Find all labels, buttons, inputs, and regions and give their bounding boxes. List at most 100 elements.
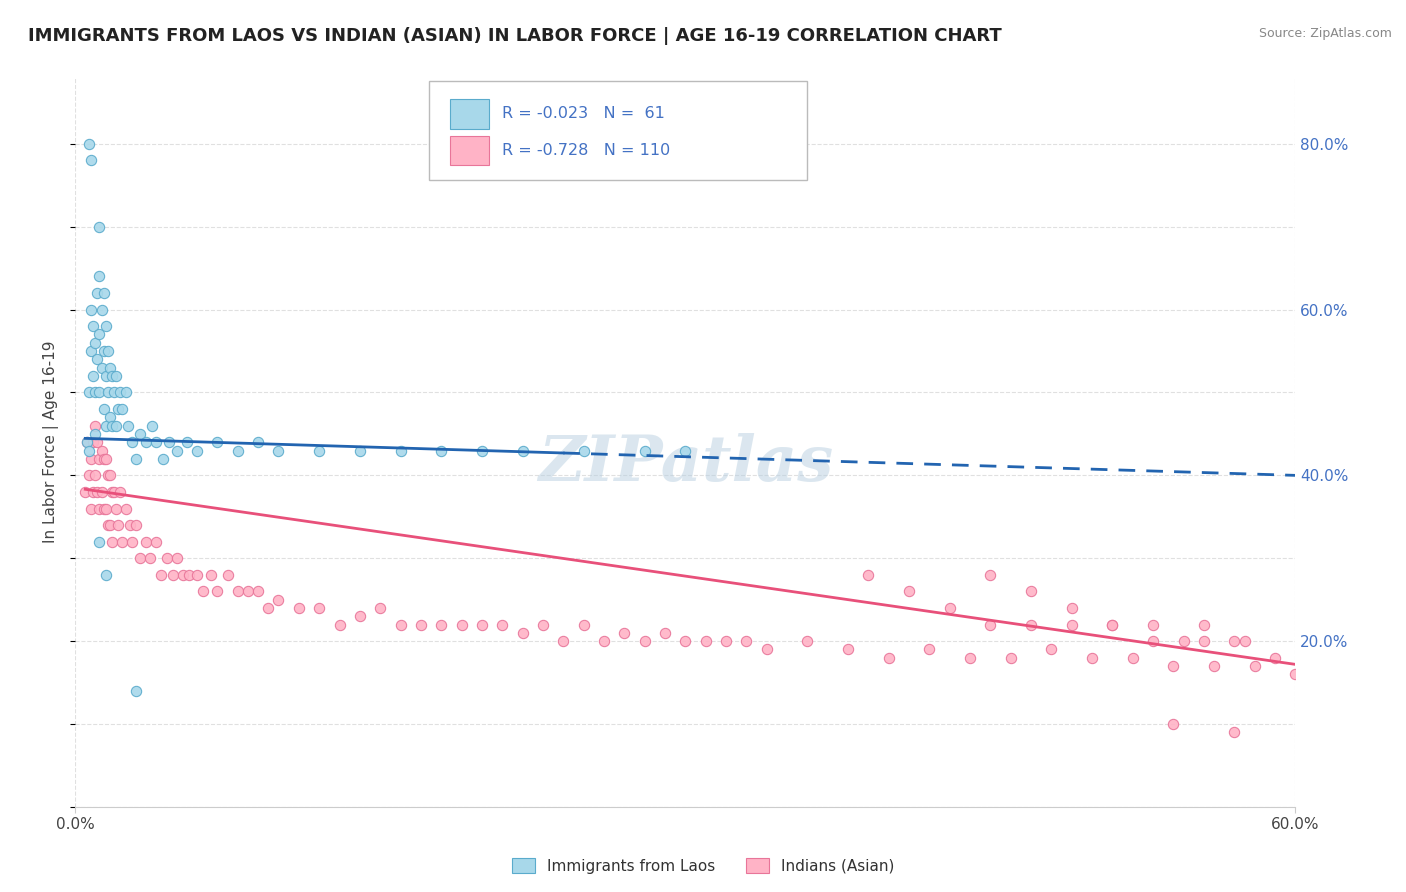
Point: [186, 443, 208, 458]
Point: [1081, 650, 1104, 665]
Point: [349, 609, 371, 624]
Point: [94, 319, 117, 334]
Point: [121, 435, 143, 450]
Point: [86, 485, 108, 500]
Point: [82, 435, 104, 450]
Point: [796, 634, 818, 648]
Point: [80, 153, 103, 168]
Point: [471, 617, 494, 632]
Point: [118, 518, 141, 533]
Point: [166, 443, 188, 458]
FancyBboxPatch shape: [429, 81, 807, 179]
Point: [93, 451, 115, 466]
Point: [89, 219, 111, 234]
Point: [100, 485, 122, 500]
Point: [93, 344, 115, 359]
Point: [94, 451, 117, 466]
Point: [98, 518, 121, 533]
Point: [553, 634, 575, 648]
Point: [107, 518, 129, 533]
Point: [247, 584, 270, 599]
Point: [86, 435, 108, 450]
Text: R = -0.023   N =  61: R = -0.023 N = 61: [502, 106, 665, 121]
Point: [115, 501, 138, 516]
Point: [1000, 650, 1022, 665]
Point: [1142, 634, 1164, 648]
Point: [1192, 634, 1215, 648]
Point: [1223, 725, 1246, 739]
Point: [89, 451, 111, 466]
Point: [1173, 634, 1195, 648]
Point: [107, 402, 129, 417]
Point: [121, 534, 143, 549]
Point: [89, 501, 111, 516]
Point: [673, 443, 696, 458]
Point: [430, 443, 453, 458]
Point: [94, 368, 117, 383]
Point: [1101, 617, 1123, 632]
Point: [97, 518, 120, 533]
Point: [111, 402, 134, 417]
Point: [247, 435, 270, 450]
Point: [94, 501, 117, 516]
Point: [308, 601, 330, 615]
Point: [368, 601, 391, 615]
Point: [90, 302, 112, 317]
Point: [82, 368, 104, 383]
Point: [200, 567, 222, 582]
Point: [145, 435, 167, 450]
Point: [162, 567, 184, 582]
Point: [938, 601, 960, 615]
Point: [1019, 584, 1042, 599]
Point: [837, 642, 859, 657]
Point: [98, 410, 121, 425]
Point: [149, 567, 172, 582]
Point: [125, 518, 148, 533]
Point: [89, 269, 111, 284]
Point: [186, 567, 208, 582]
Point: [90, 485, 112, 500]
Point: [97, 468, 120, 483]
Point: [858, 567, 880, 582]
Text: R = -0.728   N = 110: R = -0.728 N = 110: [502, 143, 671, 158]
Point: [75, 485, 97, 500]
Point: [129, 426, 152, 441]
Point: [593, 634, 616, 648]
Point: [1019, 617, 1042, 632]
Point: [98, 468, 121, 483]
Point: [207, 435, 229, 450]
Point: [82, 485, 104, 500]
Point: [103, 485, 125, 500]
Point: [135, 534, 157, 549]
Point: [93, 501, 115, 516]
Point: [1264, 650, 1286, 665]
Point: [1284, 667, 1306, 681]
Point: [94, 567, 117, 582]
Point: [139, 551, 162, 566]
Point: [267, 443, 290, 458]
Point: [79, 443, 101, 458]
Point: [84, 335, 107, 350]
Point: [129, 551, 152, 566]
Point: [100, 534, 122, 549]
Point: [1233, 634, 1256, 648]
Point: [135, 435, 157, 450]
Text: ZIPatlas: ZIPatlas: [537, 434, 832, 495]
Text: Source: ZipAtlas.com: Source: ZipAtlas.com: [1258, 27, 1392, 40]
Point: [80, 302, 103, 317]
Point: [100, 418, 122, 433]
Point: [979, 617, 1001, 632]
Point: [735, 634, 758, 648]
Point: [80, 344, 103, 359]
Point: [673, 634, 696, 648]
Point: [93, 402, 115, 417]
Point: [1060, 601, 1083, 615]
Point: [512, 443, 534, 458]
Point: [177, 567, 200, 582]
Point: [100, 368, 122, 383]
Point: [1243, 659, 1265, 673]
Point: [633, 443, 655, 458]
Point: [104, 501, 127, 516]
Point: [176, 435, 198, 450]
Point: [125, 451, 148, 466]
